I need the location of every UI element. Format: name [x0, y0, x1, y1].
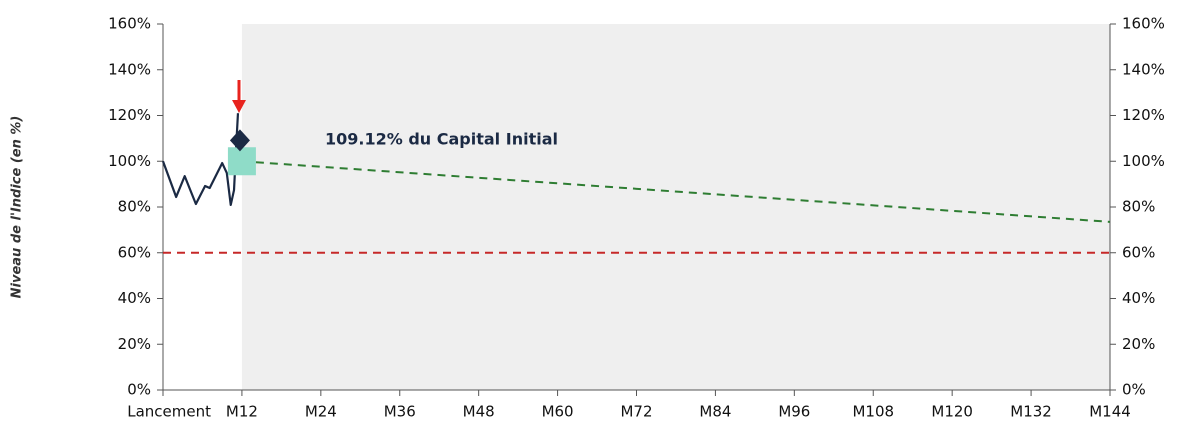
annotation: 109.12% du Capital Initial [325, 130, 558, 149]
x-tick-label: M132 [1010, 403, 1052, 421]
y2-tick-label: 60% [1122, 243, 1155, 261]
x-tick-label: M96 [778, 403, 810, 421]
y2-tick-label: 100% [1122, 152, 1165, 170]
x-tick-label: M24 [305, 403, 337, 421]
x-tick-label: M144 [1089, 403, 1131, 421]
arrow-head [232, 100, 246, 113]
marker-square [227, 147, 256, 176]
series-line [161, 113, 240, 207]
y-tick-label: 140% [108, 60, 151, 78]
y2-tick-label: 120% [1122, 106, 1165, 124]
x-tick-label: Lancement [127, 403, 211, 421]
x-tick-label: M12 [226, 403, 258, 421]
y-tick-label: 60% [118, 243, 151, 261]
y-tick-label: 100% [108, 152, 151, 170]
y2-tick-label: 40% [1122, 289, 1155, 307]
y-tick-label: 20% [118, 335, 151, 353]
y2-tick-label: 140% [1122, 60, 1165, 78]
y-tick-label: 160% [108, 15, 151, 33]
x-tick-label: M108 [852, 403, 894, 421]
x-tick-label: M84 [699, 403, 731, 421]
y2-tick-label: 160% [1122, 15, 1165, 33]
y-axis-label: Niveau de l'Indice (en %) [10, 116, 25, 299]
x-tick-label: M60 [542, 403, 574, 421]
y-tick-label: 40% [118, 289, 151, 307]
y2-tick-label: 0% [1122, 381, 1146, 399]
series-line [241, 160, 1111, 223]
y2-tick-label: 20% [1122, 335, 1155, 353]
shaded-region [241, 24, 1110, 390]
x-tick-label: M36 [384, 403, 416, 421]
y-tick-label: 120% [108, 106, 151, 124]
x-tick-label: M72 [620, 403, 652, 421]
marker-diamond [229, 129, 250, 152]
y-tick-label: 0% [127, 381, 151, 399]
x-tick-label: M48 [463, 403, 495, 421]
y2-tick-label: 80% [1122, 198, 1155, 216]
y-tick-label: 80% [118, 198, 151, 216]
x-tick-label: M120 [931, 403, 973, 421]
